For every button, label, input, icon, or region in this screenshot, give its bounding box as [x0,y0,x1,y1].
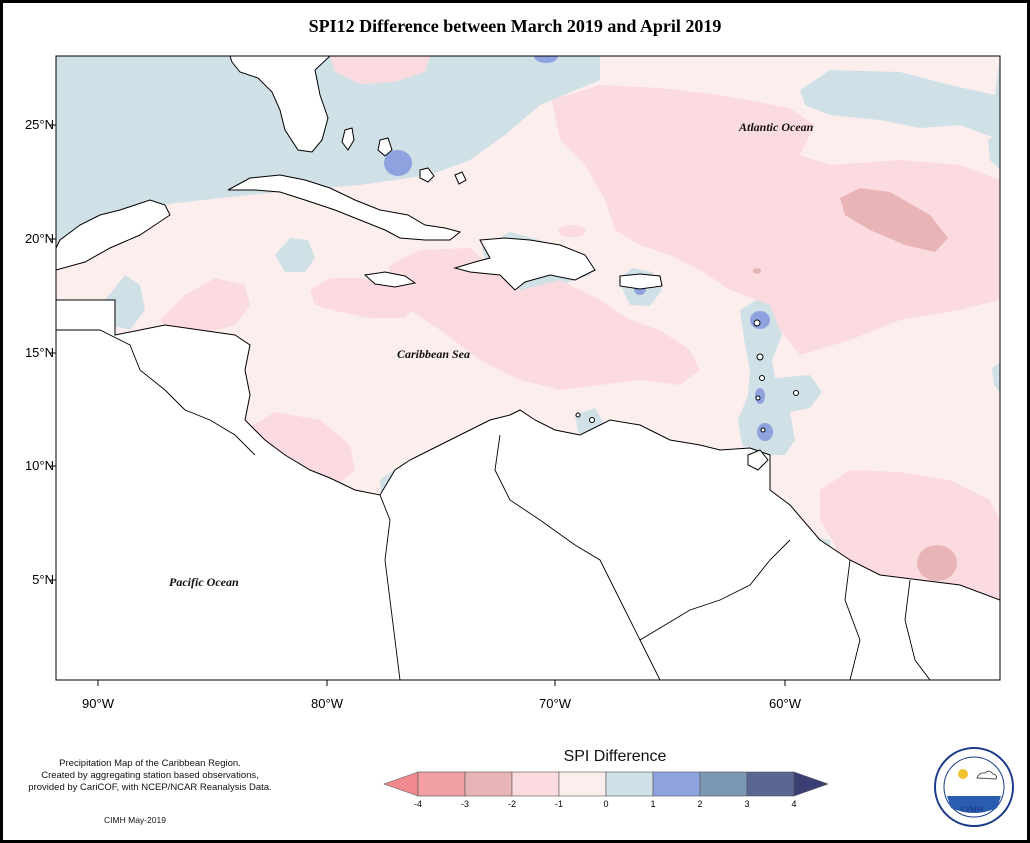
land-stvincent [755,395,761,401]
field-pink-florida [330,56,430,84]
land-trinidad [747,449,769,471]
legend-tick: 3 [744,799,750,809]
field-blue-atlantic-ne [800,56,1000,140]
label-caribbean-sea: Caribbean Sea [397,347,471,361]
legend-swatch-6 [652,771,701,797]
land-martinique [756,353,764,361]
legend-tick: 0 [603,799,609,809]
field-blue-spot-grenada [757,423,773,441]
land-hispaniola [453,237,596,291]
land-bahamas-4 [454,171,467,185]
legend-swatch-5 [605,771,654,797]
legend-arrow-left [383,771,419,797]
land-guadeloupe [753,319,761,327]
field-blue-spot-bahamas [384,150,412,176]
land-bahamas-1 [341,127,355,151]
land-jamaica [363,271,417,288]
lat-label-15: 15°N [24,345,54,360]
border-honduras [184,409,256,456]
legend-swatch-8 [746,771,795,797]
legend-arrow-right [793,771,829,797]
legend-swatch-4 [558,771,607,797]
page-title: SPI12 Difference between March 2019 and … [308,16,722,36]
field-pink-atlantic [552,85,1000,355]
legend-title: SPI Difference [563,748,667,765]
note-line-3: provided by CariCOF, with NCEP/NCAR Rean… [28,782,272,793]
credit-text: CIMH May-2019 [104,815,166,825]
field-pink-cayman [310,278,420,318]
label-pacific-ocean: Pacific Ocean [169,575,239,589]
field-pink-caribbean [385,248,700,390]
land-outlines [56,56,1000,680]
border-panama-colombia [379,494,401,680]
field-blue-north [56,56,600,245]
legend-swatch-7 [699,771,748,797]
land-florida [229,56,331,153]
border-guyana-suriname [844,559,861,680]
note-line-2: Created by aggregating station based obs… [41,770,259,781]
legend-tick: -4 [413,799,422,809]
cimh-logo [934,747,1014,827]
lat-label-25: 25°N [24,117,54,132]
spi-field [56,56,1000,680]
border-colombia-venezuela [494,434,661,680]
field-blue-east-edge [988,132,1000,170]
lon-label-90: 90°W [82,696,114,711]
lon-label-70: 70°W [539,696,571,711]
cloud-icon [976,770,998,780]
lat-label-5: 5°N [32,572,54,587]
legend-colorbar [383,771,829,797]
lon-label-60: 60°W [769,696,801,711]
field-pink-yucatan [160,278,250,335]
lat-label-20: 20°N [24,231,54,246]
legend-tick: -3 [460,799,469,809]
field-darkpink-guiana [917,545,957,581]
label-atlantic-ocean: Atlantic Ocean [739,120,814,134]
land-curacao [589,417,595,423]
field-darkpink-atlantic [840,188,948,252]
legend-tick: -2 [507,799,516,809]
field-blue-jamaica [275,238,315,272]
lon-ticks [97,680,786,686]
legend-swatch-1 [417,771,466,797]
land-puerto-rico [619,273,663,290]
field-darkpink-antigua [753,268,761,274]
field-blue-east-edge-2 [992,362,1000,392]
legend-swatch-2 [464,771,513,797]
lat-label-10: 10°N [24,458,54,473]
lon-label-80: 80°W [311,696,343,711]
land-stlucia [759,375,765,381]
land-grenada [760,427,766,433]
sun-icon [958,769,968,779]
field-blue-lesser-antilles [738,298,822,455]
field-blue-spot-guadeloupe [750,311,770,329]
land-bahamas-3 [419,167,435,183]
lat-ticks [50,124,56,581]
logo-label: CIMH [960,805,984,814]
note-line-1: Precipitation Map of the Caribbean Regio… [59,758,241,769]
land-cuba [227,174,462,241]
field-blue-spot-north [534,56,558,63]
land-bahamas-2 [377,137,393,157]
country-borders [56,329,931,680]
map-border [55,55,1001,681]
legend-tick: 4 [791,799,797,809]
border-mexico-guatemala [56,329,186,411]
legend-tick: 1 [650,799,656,809]
border-venezuela-brazil [639,539,791,641]
land-barbados [793,390,799,396]
waves-icon [947,796,1001,813]
legend-swatch-3 [511,771,560,797]
legend-tick: -1 [554,799,563,809]
legend-tick: 2 [697,799,703,809]
border-suriname-fguiana [904,579,931,680]
land-aruba [575,412,581,418]
field-pink-cuba-south [558,225,586,237]
